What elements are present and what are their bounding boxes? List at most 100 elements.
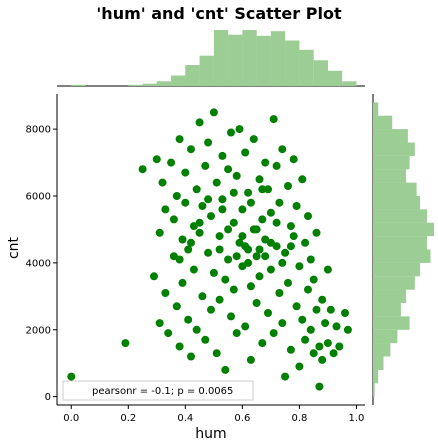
scatter-point <box>195 118 204 127</box>
scatter-point <box>261 158 270 167</box>
scatter-point <box>252 252 261 261</box>
scatter-point <box>178 235 187 244</box>
scatter-point <box>266 238 275 247</box>
scatter-point <box>212 178 221 187</box>
scatter-point <box>215 295 224 304</box>
scatter-point <box>295 362 304 371</box>
x-tick-label: 0.6 <box>234 413 250 424</box>
scatter-point <box>201 161 210 170</box>
scatter-point <box>218 195 227 204</box>
scatter-point <box>181 198 190 207</box>
scatter-points <box>67 108 352 391</box>
scatter-point <box>150 272 158 281</box>
right-hist-bar <box>373 129 408 143</box>
scatter-point <box>187 352 195 361</box>
scatter-point <box>278 258 287 267</box>
scatter-point <box>278 145 287 154</box>
top-hist-bar <box>128 84 143 86</box>
scatter-point <box>224 225 233 234</box>
scatter-point <box>315 382 324 391</box>
right-hist-bar <box>373 249 431 263</box>
scatter-point <box>298 315 307 324</box>
scatter-point <box>272 218 281 227</box>
right-hist-bar <box>373 196 421 210</box>
top-hist-bar <box>71 84 86 86</box>
scatter-point <box>212 349 221 358</box>
scatter-point <box>238 232 247 241</box>
scatter-point <box>181 168 190 177</box>
top-hist-bar <box>156 81 172 86</box>
scatter-point <box>295 262 304 271</box>
scatter-point <box>261 252 270 261</box>
scatter-point <box>292 302 301 311</box>
x-tick-label: 0.8 <box>291 413 307 424</box>
scatter-point <box>335 342 344 351</box>
scatter-point <box>306 325 315 334</box>
legend-text: pearsonr = -0.1; p = 0.0065 <box>92 386 233 397</box>
scatter-point <box>224 255 233 264</box>
scatter-point <box>304 212 312 221</box>
scatter-point <box>192 185 201 194</box>
top-hist-bar <box>142 83 157 86</box>
scatter-point <box>187 145 195 154</box>
right-hist-bar <box>373 236 427 250</box>
scatter-point <box>204 248 213 257</box>
right-hist-bar <box>373 182 417 196</box>
scatter-point <box>235 125 244 134</box>
scatter-point <box>221 275 230 284</box>
right-hist-bar <box>373 303 401 317</box>
scatter-point <box>209 268 218 277</box>
scatter-point <box>255 272 264 281</box>
scatter-point <box>169 215 178 224</box>
top-hist-bar <box>270 31 286 86</box>
scatter-point <box>232 171 241 180</box>
y-tick-label: 4000 <box>26 258 51 269</box>
scatter-point <box>284 278 292 287</box>
top-hist-bar <box>185 65 200 86</box>
scatter-point <box>343 325 352 334</box>
scatter-point <box>184 245 193 254</box>
scatter-point <box>318 355 327 364</box>
right-hist-bar <box>373 169 407 183</box>
chart-title: 'hum' and 'cnt' Scatter Plot <box>96 4 342 23</box>
scatter-point <box>246 198 255 207</box>
scatter-point <box>318 295 327 304</box>
top-hist-bar <box>313 60 328 86</box>
scatter-point <box>286 242 295 251</box>
scatter-point <box>161 205 170 214</box>
right-hist-bar <box>373 316 410 330</box>
scatter-point <box>175 342 184 351</box>
scatter-point <box>241 322 250 331</box>
main-plot-area: 0.0 0.2 0.4 0.6 0.8 1.0 0 2000 4000 6000 8000 <box>26 94 365 424</box>
top-hist-bar <box>256 35 271 86</box>
y-tick-label: 2000 <box>26 325 51 336</box>
scatter-point <box>323 265 332 274</box>
scatter-point <box>258 215 267 224</box>
top-histogram <box>57 30 365 87</box>
scatter-point <box>312 228 321 237</box>
right-hist-bar <box>373 102 379 116</box>
scatter-point <box>155 228 164 237</box>
scatter-point <box>275 289 284 297</box>
top-hist-bar <box>242 30 257 86</box>
scatter-point <box>281 372 290 381</box>
scatter-point <box>209 108 218 117</box>
scatter-point <box>315 342 324 351</box>
scatter-point <box>155 319 164 328</box>
top-hist-bar <box>171 75 186 86</box>
scatter-point <box>309 349 318 358</box>
scatter-point <box>238 205 247 214</box>
scatter-point <box>172 192 181 200</box>
scatter-point <box>204 195 213 204</box>
x-tick-label: 0.4 <box>177 413 193 424</box>
right-hist-bar <box>373 369 379 384</box>
scatter-point <box>207 305 215 314</box>
scatter-point <box>289 232 298 241</box>
scatter-point <box>258 339 267 348</box>
scatter-point <box>121 339 130 348</box>
top-hist-bar <box>327 70 343 86</box>
right-hist-bar <box>373 289 407 303</box>
scatter-point <box>286 345 295 354</box>
scatter-point <box>152 155 161 164</box>
